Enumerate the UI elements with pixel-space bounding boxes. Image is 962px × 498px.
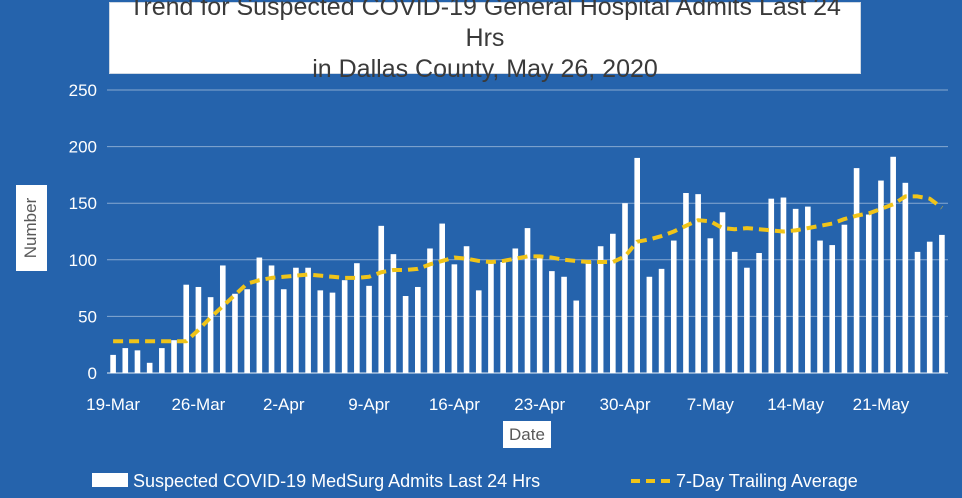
bar [890,156,896,373]
bar [244,289,250,373]
bar [731,251,738,373]
bar [475,290,482,373]
bar [183,284,190,373]
bar [512,248,519,373]
bar [585,260,592,373]
bar [329,292,336,373]
x-tick-label: 14-May [767,395,824,414]
x-axis-label: Date [509,424,545,444]
bar [524,228,531,373]
x-tick-label: 7-May [687,395,735,414]
bar [756,253,762,373]
bar [829,245,836,373]
y-tick-label: 150 [69,194,97,213]
bar [390,254,397,373]
x-axis-label-box: Date [503,421,551,448]
bar [670,240,677,373]
bar [268,265,275,373]
bar [853,168,860,373]
bar [415,286,421,373]
bar [219,265,226,373]
bar [402,296,409,373]
y-tick-label: 50 [78,307,97,326]
x-tick-label: 26-Mar [171,395,225,414]
y-tick-label: 250 [69,81,97,100]
chart-title-box: Trend for Suspected COVID-19 General Hos… [109,0,861,83]
bar [256,257,263,373]
bar [926,241,933,373]
bar [122,348,129,373]
x-tick-label: 21-May [853,395,910,414]
bar [366,285,372,373]
bar [573,300,580,373]
bar [878,180,884,373]
legend-bar-label: Suspected COVID-19 MedSurg Admits Last 2… [133,471,540,491]
bar [805,206,811,373]
bar [463,246,470,373]
bar [817,240,823,373]
x-tick-label: 19-Mar [86,395,140,414]
legend-line-label: 7-Day Trailing Average [676,471,858,491]
bar [841,224,848,373]
y-axis-label-box: Number [16,185,47,271]
bar [707,238,714,373]
x-tick-label: 16-Apr [429,395,480,414]
y-tick-label: 200 [69,138,97,157]
bar [159,348,165,373]
bar [488,262,494,373]
legend-bar-swatch [92,473,128,487]
bar [902,182,909,373]
bar [146,362,153,373]
bar [744,267,750,373]
bar [658,268,665,373]
bar [341,280,348,373]
bar [610,233,616,373]
x-tick-label: 23-Apr [514,395,565,414]
bar [378,225,385,373]
bar [110,354,116,373]
bar [719,212,726,373]
bar [622,203,628,373]
y-tick-label: 100 [69,251,97,270]
bar [207,297,214,373]
bar [451,264,458,373]
chart-title-line-2: in Dallas County, May 26, 2020 [312,54,658,83]
bar [536,255,543,373]
bar [780,197,787,373]
trailing-average-line [113,194,944,344]
bar [914,251,921,373]
bar [597,246,604,373]
bar [280,289,287,373]
x-tick-label: 2-Apr [263,395,305,414]
bar [439,223,445,373]
bar [939,234,945,373]
bar [305,267,311,373]
bar [317,290,324,373]
bar [634,157,640,373]
bar [865,214,872,373]
bar [561,276,567,373]
bar [500,262,506,373]
bar [427,248,433,373]
bar [683,193,689,373]
x-tick-label: 9-Apr [348,395,390,414]
bar [695,194,701,373]
bar [134,350,141,373]
chart-title-line-1: Trend for Suspected COVID-19 General Hos… [129,0,841,52]
bar [293,267,299,373]
bar [646,276,653,373]
bar [792,208,799,373]
y-tick-label: 0 [88,364,97,383]
x-tick-label: 30-Apr [599,395,650,414]
bar [549,271,555,373]
y-axis-label: Number [21,197,41,259]
bar [768,198,775,373]
bar [171,340,177,373]
bar [354,263,360,373]
bar [232,293,238,373]
